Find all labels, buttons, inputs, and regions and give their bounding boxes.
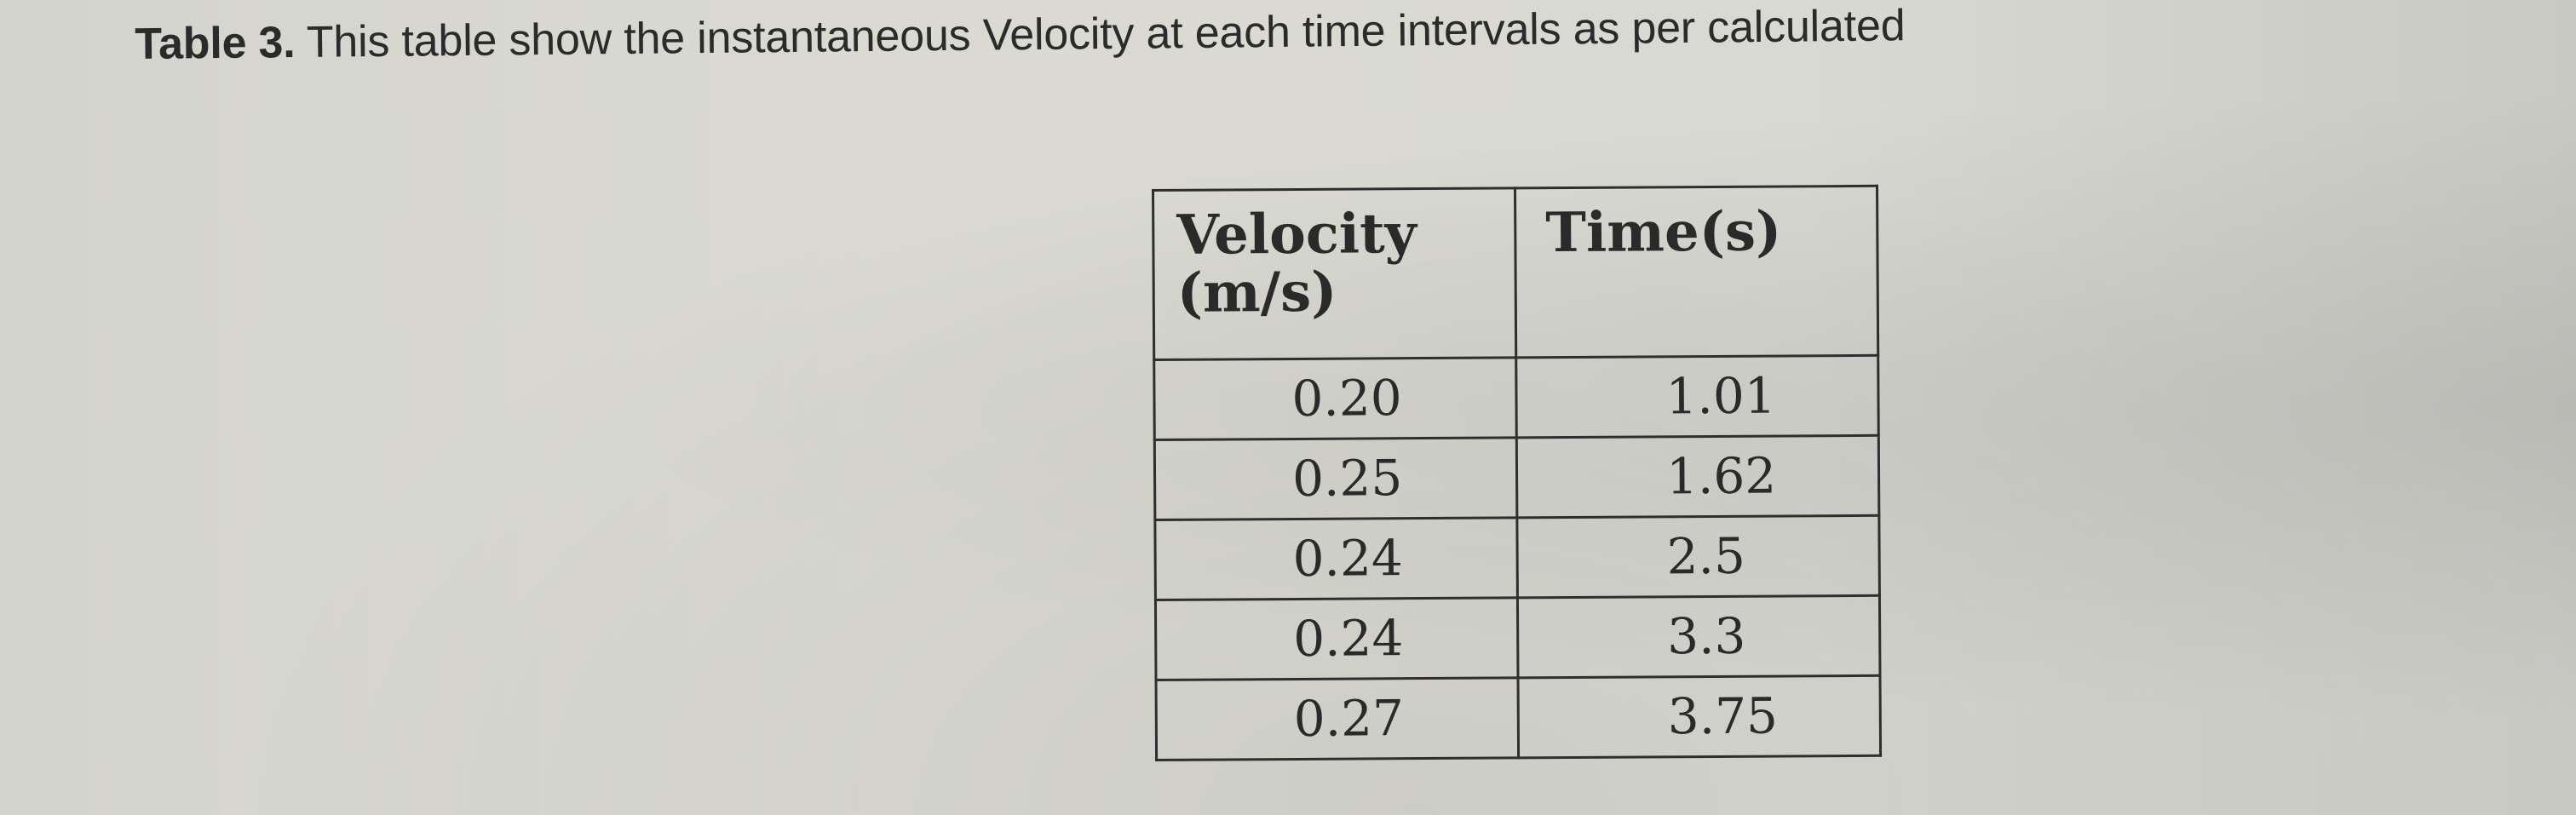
table-row: 0.24 2.5 (1154, 515, 1880, 600)
table-row: 0.25 1.62 (1154, 435, 1879, 520)
velocity-cell: 0.25 (1154, 437, 1517, 520)
time-cell: 3.3 (1517, 595, 1881, 678)
velocity-cell: 0.27 (1156, 677, 1519, 760)
caption-label: Table 3. (135, 18, 296, 69)
header-time: Time(s) (1515, 186, 1878, 358)
time-cell: 1.62 (1516, 435, 1879, 518)
table-header-row: Velocity (m/s) Time(s) (1153, 186, 1878, 360)
velocity-time-table: Velocity (m/s) Time(s) 0.20 1.01 0.25 1.… (1152, 185, 1882, 761)
table-row: 0.27 3.75 (1156, 675, 1881, 760)
time-cell: 2.5 (1516, 515, 1880, 598)
velocity-cell: 0.24 (1155, 597, 1519, 680)
table-row: 0.24 3.3 (1155, 595, 1881, 680)
velocity-cell: 0.20 (1153, 357, 1517, 440)
caption-text: This table show the instantaneous Veloci… (295, 1, 1906, 68)
table-row: 0.20 1.01 (1153, 355, 1879, 440)
header-velocity: Velocity (m/s) (1153, 187, 1516, 360)
time-cell: 1.01 (1515, 355, 1879, 438)
time-cell: 3.75 (1518, 675, 1881, 758)
table-caption: Table 3. This table show the instantaneo… (135, 0, 1906, 70)
velocity-cell: 0.24 (1154, 517, 1518, 600)
